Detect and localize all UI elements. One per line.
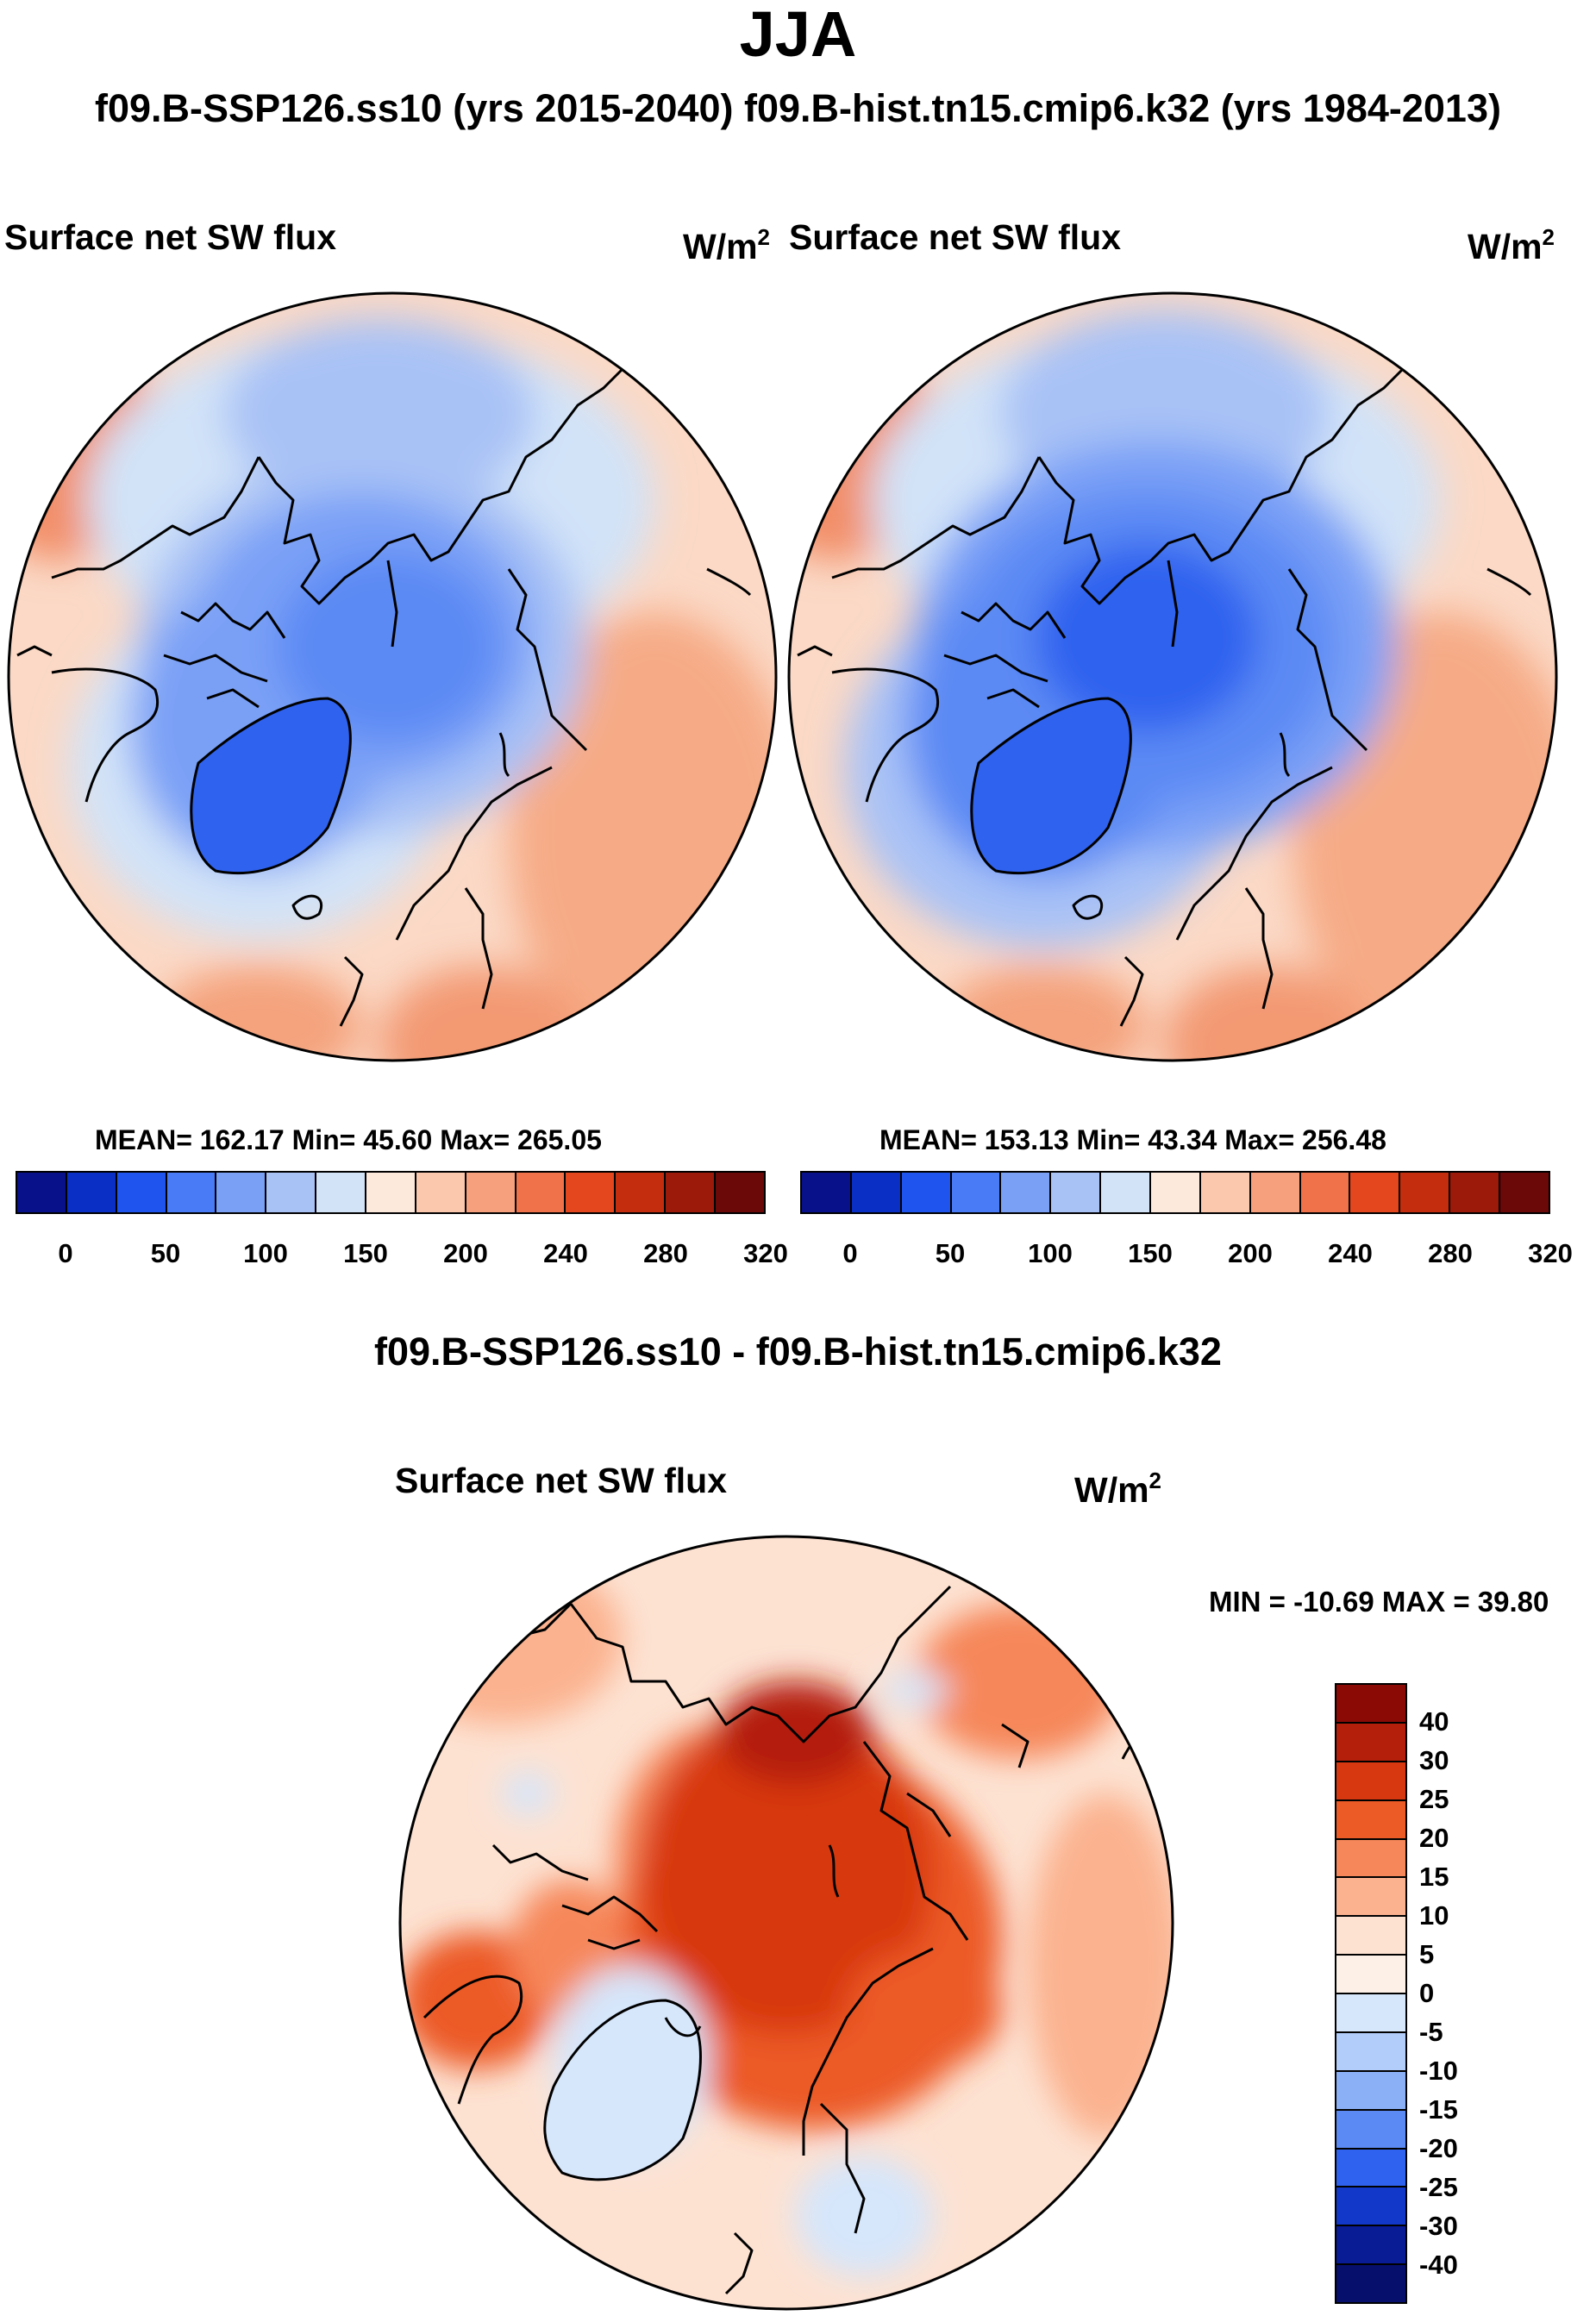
right-colorbar-tick-label: 200 [1228,1238,1273,1268]
difference-colorbar-swatch [1336,1723,1405,1762]
difference-stats: MIN = -10.69 MAX = 39.80 [1209,1586,1549,1618]
right-colorbar-swatch [1500,1173,1549,1212]
runs-subtitle: f09.B-SSP126.ss10 (yrs 2015-2040) f09.B-… [95,86,1501,130]
right-colorbar-swatch [1450,1173,1501,1212]
right-colorbar: 0 50 100 150 200 240 280 320 [800,1171,1573,1283]
difference-colorbar-tick-label: -40 [1419,2250,1458,2280]
difference-colorbar-swatch [1336,1917,1405,1956]
right-colorbar-box [800,1171,1550,1214]
left-colorbar: 0 50 100 150 200 240 280 320 [16,1171,788,1283]
right-colorbar-tick-label: 240 [1328,1238,1373,1268]
right-colorbar-swatch [1101,1173,1152,1212]
difference-colorbar-box [1335,1683,1407,2304]
left-colorbar-swatch [716,1173,764,1212]
right-colorbar-swatch [1001,1173,1052,1212]
left-colorbar-swatch [17,1173,67,1212]
difference-colorbar-swatch [1336,1685,1405,1724]
right-colorbar-swatch [1400,1173,1451,1212]
season-title: JJA [739,0,857,70]
right-panel-title: Surface net SW flux [789,217,1122,257]
difference-colorbar-swatch [1336,2110,1405,2150]
left-colorbar-tick-label: 0 [58,1238,73,1268]
left-colorbar-tick-label: 150 [343,1238,388,1268]
right-colorbar-tick-label: 50 [935,1238,966,1268]
left-colorbar-tick-label: 320 [743,1238,788,1268]
difference-colorbar-swatch [1336,2265,1405,2302]
difference-colorbar-swatch [1336,1994,1405,2033]
left-colorbar-swatch [616,1173,667,1212]
difference-colorbar-swatch [1336,1839,1405,1879]
difference-colorbar-swatch [1336,2071,1405,2111]
right-colorbar-swatch [951,1173,1002,1212]
left-colorbar-swatch [216,1173,267,1212]
difference-colorbar-tick-label: 10 [1419,1900,1449,1931]
left-panel-title: Surface net SW flux [4,217,337,257]
right-panel-units: W/m2 [1468,224,1555,266]
difference-colorbar [1335,1683,1407,2304]
right-colorbar-tick-label: 280 [1428,1238,1473,1268]
right-colorbar-tick-label: 320 [1528,1238,1573,1268]
difference-colorbar-tick-label: -5 [1419,2017,1443,2047]
difference-colorbar-swatch [1336,1956,1405,1994]
difference-colorbar-swatch [1336,1878,1405,1918]
difference-colorbar-tick-label: -20 [1419,2133,1458,2163]
difference-colorbar-tick-label: 30 [1419,1745,1449,1775]
right-colorbar-tick-label: 0 [842,1238,858,1268]
left-colorbar-tick-label: 240 [543,1238,588,1268]
right-colorbar-swatch [1250,1173,1301,1212]
difference-colorbar-tick-label: -25 [1419,2172,1458,2202]
right-colorbar-swatch [851,1173,902,1212]
left-colorbar-tick-label: 100 [243,1238,288,1268]
difference-colorbar-swatch [1336,2187,1405,2227]
difference-colorbar-tick-label: 25 [1419,1784,1449,1814]
left-colorbar-swatch [366,1173,416,1212]
left-colorbar-swatch [566,1173,616,1212]
left-colorbar-tick-label: 280 [643,1238,688,1268]
right-colorbar-swatch [1151,1173,1201,1212]
right-colorbar-swatch [901,1173,952,1212]
difference-colorbar-tick-label: -30 [1419,2211,1458,2241]
left-colorbar-swatch [316,1173,367,1212]
right-colorbar-tick-label: 100 [1028,1238,1073,1268]
difference-colorbar-swatch [1336,2226,1405,2266]
difference-colorbar-tick-label: 15 [1419,1862,1449,1892]
left-colorbar-swatch [66,1173,117,1212]
left-colorbar-swatch [116,1173,167,1212]
difference-colorbar-tick-label: 20 [1419,1823,1449,1853]
right-colorbar-swatch [1200,1173,1251,1212]
difference-title: f09.B-SSP126.ss10 - f09.B-hist.tn15.cmip… [374,1330,1222,1374]
difference-colorbar-tick-label: -10 [1419,2056,1458,2086]
left-panel-stats: MEAN= 162.17 Min= 45.60 Max= 265.05 [95,1124,602,1155]
difference-panel-title: Surface net SW flux [395,1461,728,1500]
right-polar-map [787,291,1558,1062]
right-panel-stats: MEAN= 153.13 Min= 43.34 Max= 256.48 [879,1124,1386,1155]
left-panel-units: W/m2 [683,224,771,266]
left-colorbar-swatch [666,1173,717,1212]
difference-colorbar-swatch [1336,1762,1405,1801]
difference-colorbar-tick-label: -15 [1419,2094,1458,2125]
difference-colorbar-swatch [1336,2032,1405,2072]
left-colorbar-swatch [416,1173,466,1212]
difference-panel-units: W/m2 [1074,1468,1162,1510]
difference-colorbar-swatch [1336,1800,1405,1840]
right-colorbar-swatch [1051,1173,1102,1212]
left-colorbar-swatch [516,1173,566,1212]
right-colorbar-tick-label: 150 [1128,1238,1173,1268]
left-colorbar-swatch [466,1173,516,1212]
difference-colorbar-swatch [1336,2149,1405,2188]
right-colorbar-swatch [802,1173,852,1212]
difference-colorbar-tick-label: 40 [1419,1706,1449,1737]
left-colorbar-swatch [266,1173,317,1212]
left-colorbar-tick-label: 200 [443,1238,488,1268]
right-colorbar-swatch [1300,1173,1351,1212]
difference-colorbar-tick-label: 0 [1419,1978,1435,2008]
difference-colorbar-tick-label: 5 [1419,1939,1435,1969]
left-polar-map [7,291,778,1062]
left-colorbar-swatch [166,1173,217,1212]
left-colorbar-box [16,1171,766,1214]
left-colorbar-tick-label: 50 [150,1238,181,1268]
right-colorbar-swatch [1350,1173,1401,1212]
difference-polar-map [398,1535,1174,2311]
